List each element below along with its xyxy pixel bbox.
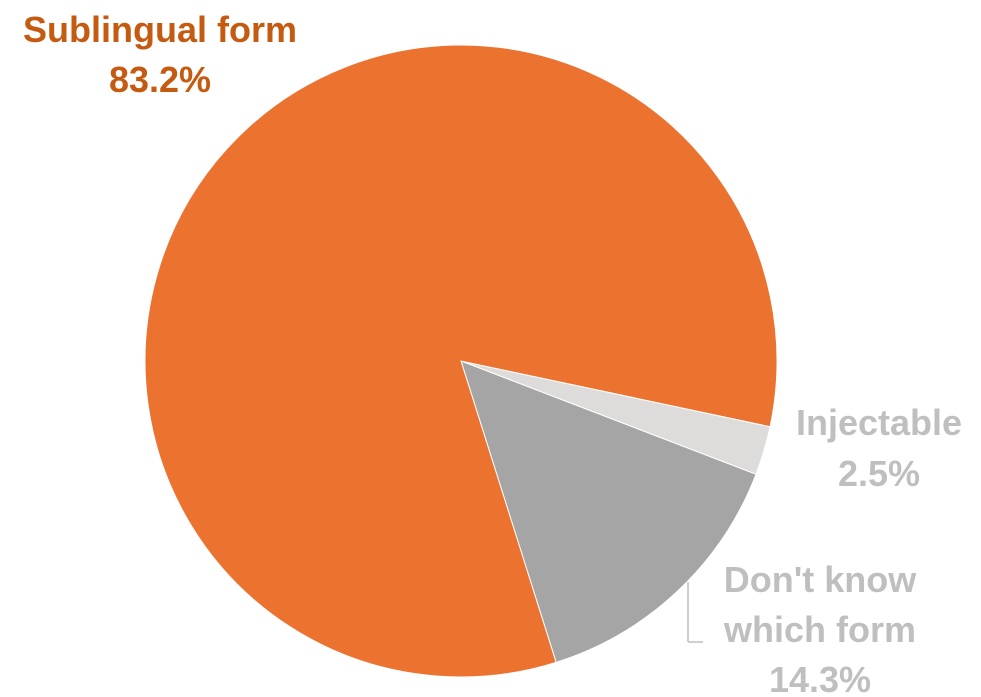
value-sublingual: 83.2% (109, 59, 211, 100)
label-dont-know-line1: Don't know (724, 559, 918, 600)
label-injectable: Injectable (796, 402, 962, 443)
pie-slice-don-t-know-which-form (460, 360, 757, 663)
pie-slices (144, 44, 778, 678)
value-dont-know: 14.3% (769, 659, 871, 697)
label-sublingual: Sublingual form (23, 9, 297, 50)
label-dont-know-line2: which form (723, 609, 916, 650)
pie-slice-sublingual-form (144, 44, 778, 678)
value-injectable: 2.5% (838, 453, 920, 494)
